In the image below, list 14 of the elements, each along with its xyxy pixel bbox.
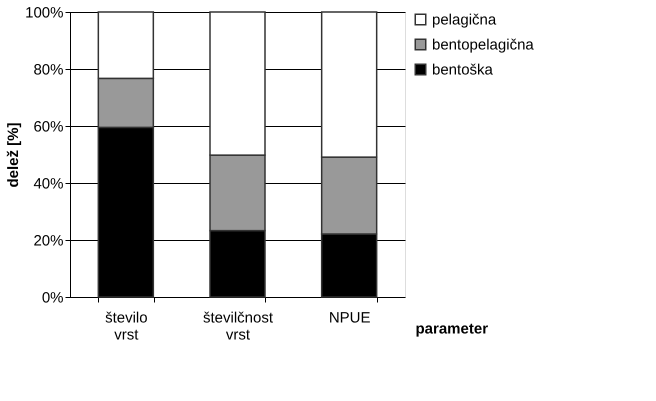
y-tick-label: 40% [33, 176, 64, 192]
legend-label: bentopelagična [432, 36, 534, 54]
y-tick-label: 80% [33, 62, 64, 78]
legend-label: pelagična [432, 12, 497, 28]
x-tick-label: številčnost vrst [202, 310, 274, 344]
y-tick-label: 0% [42, 290, 64, 306]
y-axis-title: delež [%] [5, 122, 22, 188]
x-tick-label: NPUE [328, 310, 371, 326]
x-tick-label: število vrst [105, 310, 148, 344]
y-tick-label: 60% [33, 118, 64, 136]
y-tick-label: 20% [33, 232, 64, 250]
x-axis-title: parameter [416, 320, 488, 338]
legend-label: bentoška [432, 62, 494, 78]
y-tick-label: 100% [25, 4, 64, 22]
